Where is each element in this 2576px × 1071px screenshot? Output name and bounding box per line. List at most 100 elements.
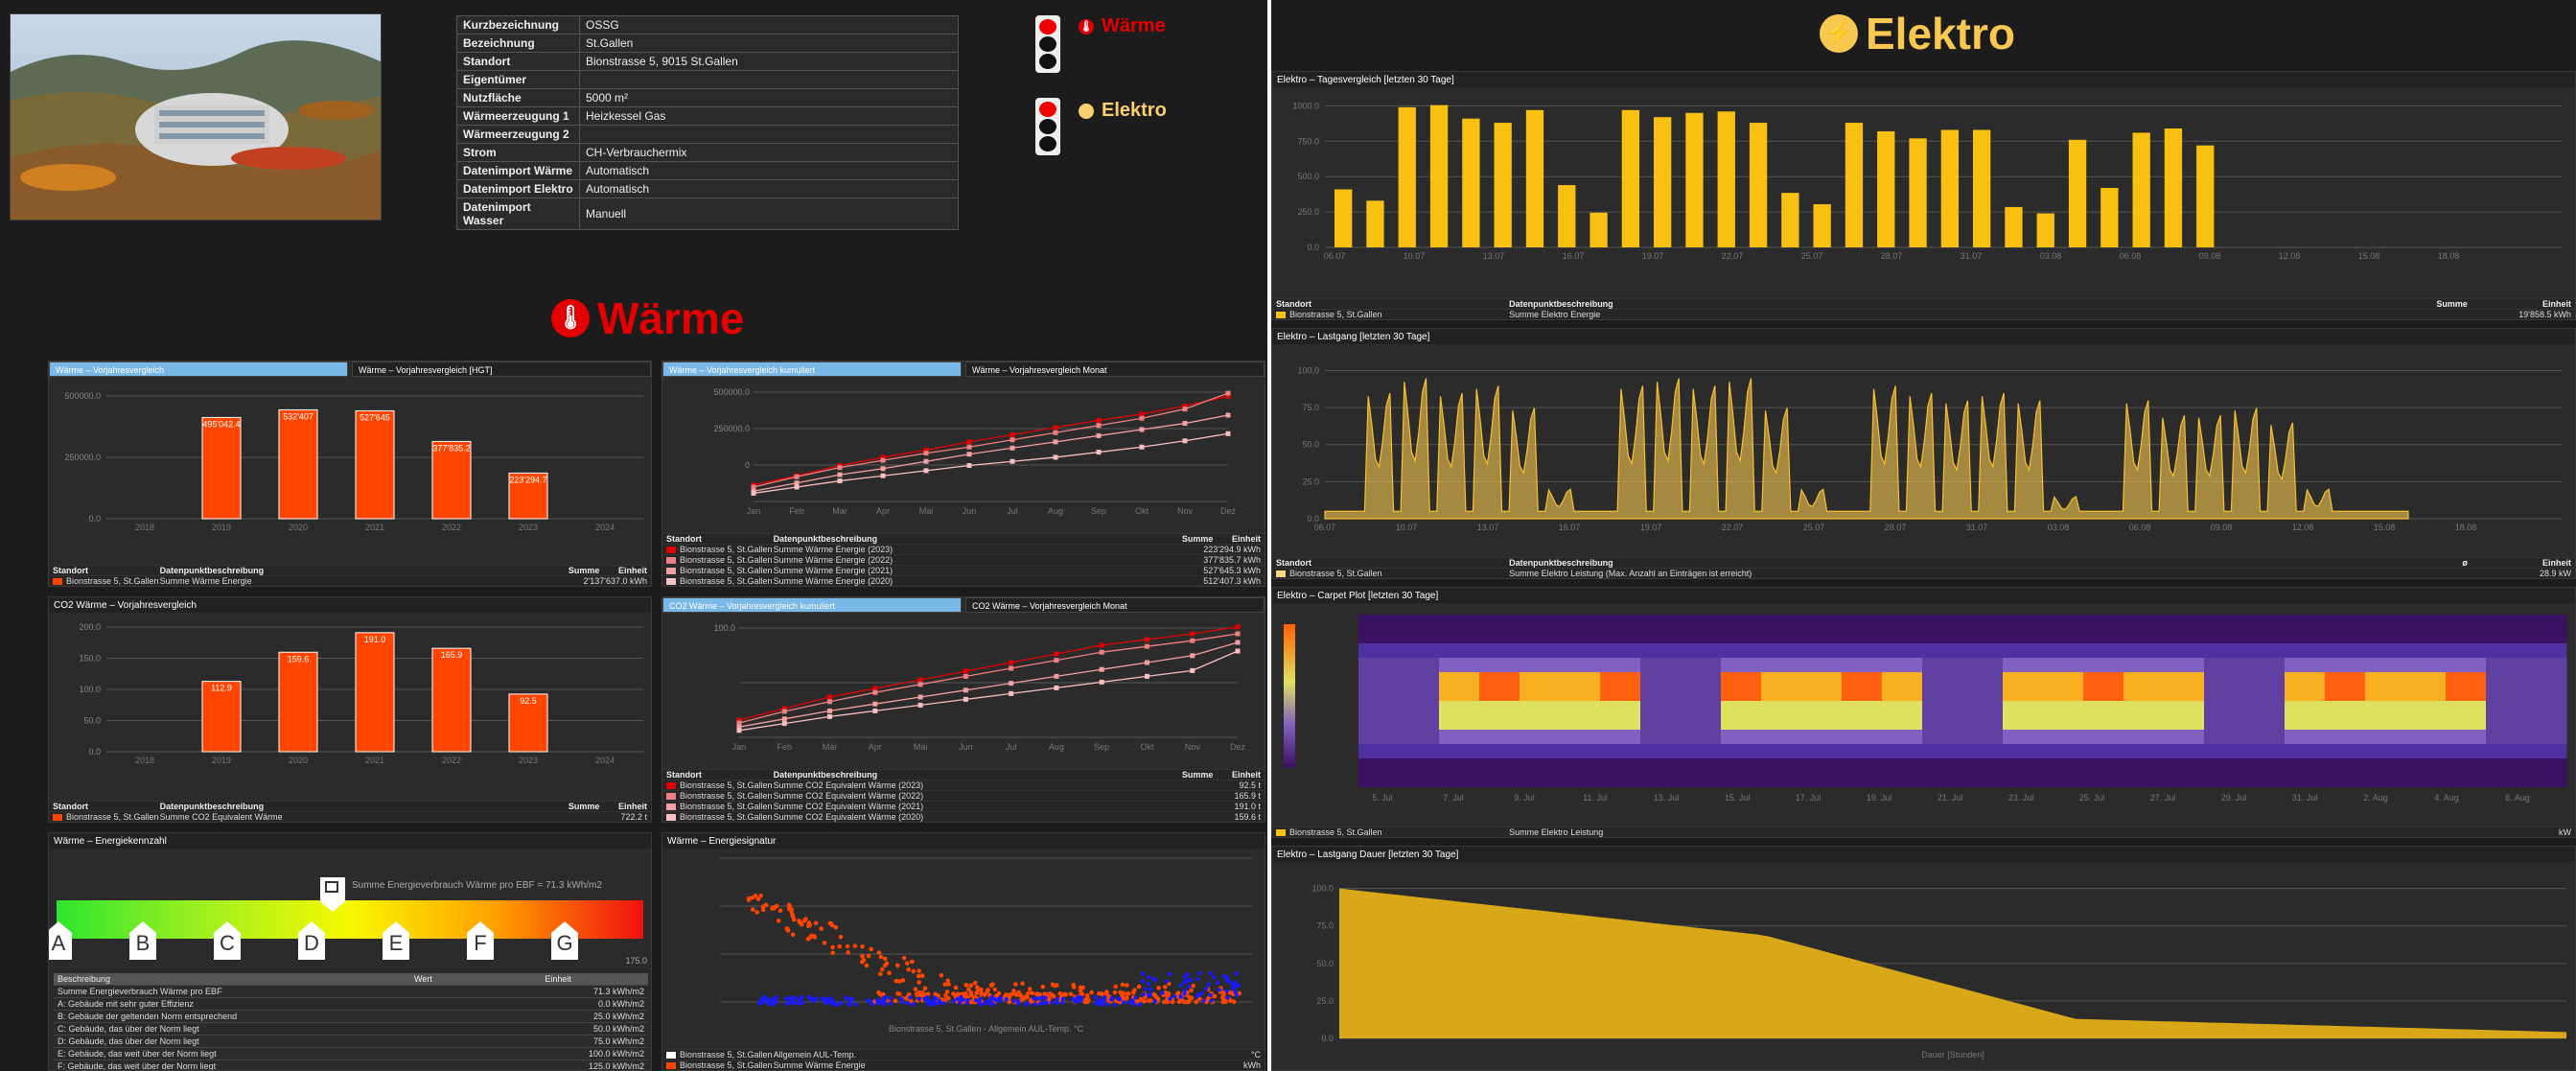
legend-value: 19'858.5 kWh bbox=[2518, 310, 2571, 319]
scatter-point bbox=[1078, 989, 1083, 993]
x-tick-label: 15.08 bbox=[2358, 251, 2380, 261]
scatter-point bbox=[1055, 1000, 1059, 1006]
tab-waerme-monat[interactable]: Wärme – Vorjahresvergleich Monat bbox=[965, 361, 1265, 377]
heatmap-cell bbox=[1600, 629, 1641, 643]
legend-value: kWh bbox=[1242, 1060, 1261, 1070]
scatter-point bbox=[1197, 970, 1202, 976]
scatter-point bbox=[1120, 982, 1126, 988]
x-tick-label: Jul bbox=[1007, 506, 1018, 516]
heatmap-cell bbox=[2003, 744, 2044, 758]
series-point bbox=[880, 457, 886, 463]
legend-header-cell: Standort bbox=[53, 802, 88, 811]
y-tick-label: 500.0 bbox=[1297, 172, 1319, 181]
chart-waerme-kumuliert: 0 250000.0 500000.0 Jan Feb Mar Apr Mai Jun Jul Au… bbox=[713, 387, 1236, 516]
heatmap-cell bbox=[1962, 758, 2004, 773]
series-point bbox=[963, 696, 968, 702]
series-point bbox=[1010, 445, 1015, 451]
scatter-point bbox=[966, 987, 971, 992]
series-point bbox=[1054, 685, 1059, 690]
heatmap-cell bbox=[1721, 773, 1762, 787]
info-value: CH-Verbrauchermix bbox=[579, 143, 959, 162]
scatter-point bbox=[942, 982, 948, 987]
legend-standort: Bionstrasse 5, St.Gallen bbox=[1276, 310, 1509, 319]
heatmap-cell bbox=[1479, 744, 1520, 758]
heatmap-cell bbox=[1640, 701, 1682, 715]
heatmap-cell bbox=[2526, 773, 2567, 787]
scatter-point bbox=[1206, 982, 1211, 987]
heatmap-cell bbox=[2164, 658, 2205, 672]
heatmap-cell bbox=[2164, 687, 2205, 701]
tab-waerme-kumuliert[interactable]: Wärme – Vorjahresvergleich kumuliert bbox=[662, 361, 962, 377]
heatmap-cell bbox=[2365, 773, 2406, 787]
heatmap-cell bbox=[2164, 701, 2205, 715]
heatmap-cell bbox=[1439, 672, 1480, 687]
legend-header-cell: Standort bbox=[666, 534, 702, 544]
scatter-point bbox=[1140, 978, 1146, 984]
heatmap-cell bbox=[1479, 658, 1520, 672]
series-point bbox=[917, 682, 923, 687]
heatmap-cell bbox=[1600, 672, 1641, 687]
series-point bbox=[1009, 660, 1014, 665]
table-row: E: Gebäude, das weit über der Norm liegt… bbox=[54, 1047, 648, 1060]
heatmap-cell bbox=[2043, 615, 2084, 629]
legend-desc: Summe Wärme Energie bbox=[159, 576, 252, 586]
bar bbox=[1621, 109, 1640, 247]
heatmap-cell bbox=[2486, 687, 2527, 701]
heatmap-cell bbox=[1399, 643, 1440, 658]
x-tick-label: 09.08 bbox=[2211, 523, 2233, 532]
heatmap-cell bbox=[2043, 744, 2084, 758]
heatmap-cell bbox=[2365, 758, 2406, 773]
x-tick-label: Nov bbox=[1177, 506, 1194, 516]
heatmap-cell bbox=[1358, 773, 1400, 787]
info-label: Wärmeerzeugung 1 bbox=[456, 106, 580, 126]
heatmap-cell bbox=[2486, 643, 2527, 658]
series-point bbox=[963, 687, 968, 693]
heatmap-cell bbox=[2405, 730, 2447, 744]
y-tick-label: 250.0 bbox=[1297, 207, 1319, 217]
scatter-point bbox=[1037, 995, 1042, 1001]
scatter-point bbox=[870, 1002, 874, 1007]
heatmap-cell bbox=[1842, 730, 1883, 744]
heatmap-cell bbox=[1962, 715, 2004, 730]
tab-waerme-vorjahresvergleich-hgt[interactable]: Wärme – Vorjahresvergleich [HGT] bbox=[352, 361, 651, 377]
heatmap-cell bbox=[2043, 758, 2084, 773]
energy-marker-label: Summe Energieverbrauch Wärme pro EBF = 7… bbox=[352, 880, 602, 891]
scatter-point bbox=[878, 971, 883, 977]
scatter-point bbox=[1136, 984, 1142, 990]
scatter-point bbox=[1156, 986, 1161, 990]
info-label: Eigentümer bbox=[456, 70, 580, 89]
series-point bbox=[781, 721, 787, 727]
info-label: Datenimport Elektro bbox=[456, 179, 580, 198]
scatter-point bbox=[1236, 983, 1241, 989]
heatmap-cell bbox=[1842, 629, 1883, 643]
tab-waerme-vorjahresvergleich[interactable]: Wärme – Vorjahresvergleich bbox=[49, 361, 348, 377]
heatmap-cell bbox=[1560, 687, 1601, 701]
heatmap-cell bbox=[1399, 658, 1440, 672]
x-tick-label: 9. Jul bbox=[1514, 793, 1535, 803]
heatmap-cell bbox=[2285, 629, 2326, 643]
scatter-point bbox=[1186, 978, 1191, 983]
heatmap-cell bbox=[1681, 672, 1722, 687]
x-tick-label: Jan bbox=[747, 506, 761, 516]
heatmap-cell bbox=[1479, 730, 1520, 744]
heatmap-cell bbox=[2526, 701, 2567, 715]
scatter-point bbox=[1148, 987, 1153, 992]
legend-swatch bbox=[1276, 312, 1286, 319]
scatter-point bbox=[1131, 1002, 1137, 1007]
row-value: 0.0 kWh/m2 bbox=[541, 997, 648, 1011]
legend-swatch bbox=[53, 578, 62, 586]
scatter-point bbox=[791, 917, 797, 922]
scatter-point bbox=[1051, 993, 1056, 999]
chart-co2-vorjahresvergleich: 0.0 50.0 100.0 150.0 200.0 2018 112.9 2019 159.6… bbox=[79, 622, 643, 765]
heatmap-cell bbox=[1520, 773, 1561, 787]
series-point bbox=[1053, 439, 1058, 445]
tab-co2-kumuliert[interactable]: CO2 Wärme – Vorjahresvergleich kumuliert bbox=[662, 597, 962, 613]
scatter-point bbox=[933, 991, 938, 997]
heatmap-cell bbox=[2285, 715, 2326, 730]
scatter-point bbox=[1133, 995, 1138, 1000]
scatter-point bbox=[1209, 998, 1214, 1003]
tab-co2-monat[interactable]: CO2 Wärme – Vorjahresvergleich Monat bbox=[965, 597, 1265, 613]
heatmap-cell bbox=[2043, 701, 2084, 715]
scatter-point bbox=[1122, 996, 1127, 1002]
info-value: Manuell bbox=[579, 198, 959, 230]
